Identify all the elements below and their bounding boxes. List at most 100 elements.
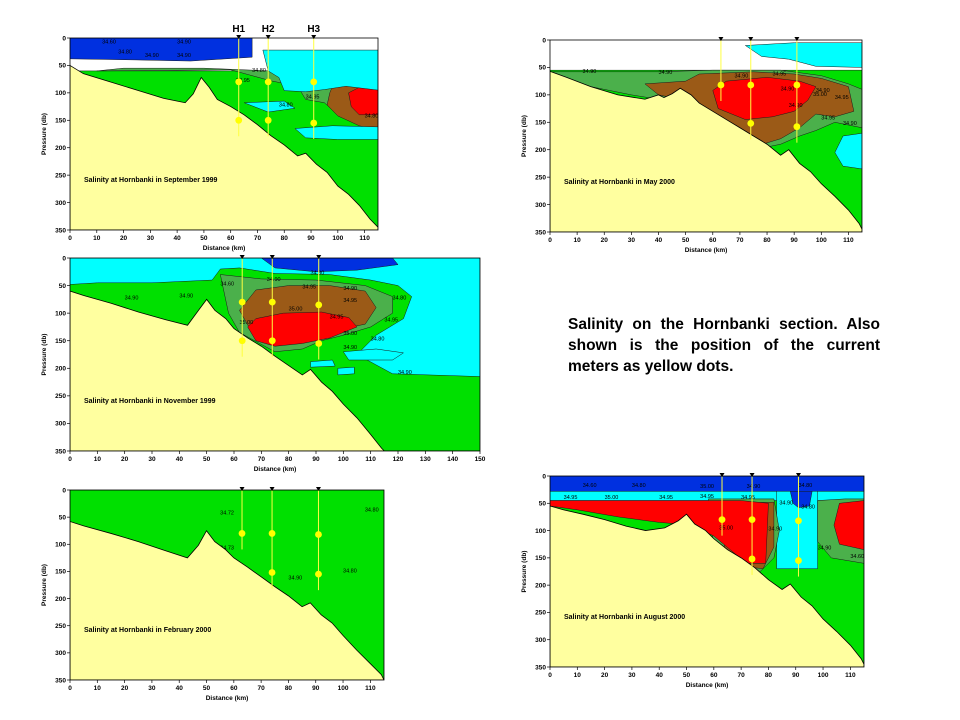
x-tick-label: 60	[227, 235, 235, 242]
x-tick-label: 80	[285, 685, 293, 692]
current-meter-dot	[238, 530, 246, 537]
station-marker	[236, 35, 242, 39]
x-tick-label: 70	[254, 235, 262, 242]
contour-label: 34.90	[781, 86, 795, 92]
x-tick-label: 10	[94, 456, 102, 463]
y-tick-label: 200	[55, 596, 66, 603]
salinity-region	[342, 348, 405, 361]
station-marker	[794, 37, 800, 41]
contour-label: 34.95	[659, 495, 673, 501]
y-tick-label: 150	[55, 118, 66, 125]
current-meter-dot	[235, 78, 243, 86]
contour-label: 34.80	[118, 49, 132, 55]
x-tick-label: 20	[601, 237, 609, 244]
contour-label: 34.95	[343, 298, 357, 304]
current-meter-dot	[264, 116, 272, 124]
contour-label: 34.90	[288, 576, 302, 582]
chart-november-1999: 34.90 34.90 34.80 34.60 34.90 34.95 34.90 34.95…	[30, 248, 490, 474]
x-tick-label: 90	[312, 685, 320, 692]
contour-label: 34.90	[659, 70, 673, 76]
seafloor	[550, 70, 862, 232]
x-tick-label: 80	[765, 672, 773, 679]
current-meter-dot	[718, 516, 726, 524]
y-tick-label: 0	[542, 473, 546, 480]
contour-label: 34.60	[583, 483, 597, 489]
contour-label: 34.90	[583, 69, 597, 75]
x-tick-label: 50	[203, 685, 211, 692]
contour-label: 34.90	[843, 121, 857, 127]
salinity-region	[294, 125, 378, 140]
x-tick-label: 20	[601, 672, 609, 679]
x-tick-label: 140	[447, 456, 458, 463]
chart-may-2000: 34.90 34.90 34.90 34.90 34.90 34.95 34.95 35.00…	[510, 20, 870, 258]
salinity-region	[243, 100, 296, 113]
current-meter-dot	[238, 298, 246, 306]
contour-label: 34.95	[306, 94, 320, 100]
x-tick-label: 0	[68, 235, 72, 242]
current-meter-dot	[268, 298, 276, 306]
contour-label: 34.95	[236, 78, 250, 84]
y-tick-label: 300	[55, 200, 66, 207]
contour-label: 34.80	[393, 295, 407, 301]
contour-label: 34.90	[818, 546, 832, 552]
y-axis-label: Pressure (db)	[521, 551, 528, 593]
x-tick-label: 90	[791, 237, 799, 244]
contour-label: 35.00	[605, 495, 619, 501]
x-tick-label: 110	[845, 672, 856, 679]
current-meter-dot	[310, 78, 318, 86]
chart-title: Salinity at Hornbanki in August 2000	[564, 614, 685, 621]
x-tick-label: 70	[736, 237, 744, 244]
x-tick-label: 0	[548, 672, 552, 679]
salinity-region	[337, 366, 355, 376]
seafloor	[70, 521, 384, 680]
contour-label: 34.90	[267, 277, 281, 283]
seafloor	[70, 64, 378, 230]
y-tick-label: 250	[535, 174, 546, 181]
contour-label: 34.95	[821, 116, 835, 122]
contour-label: 34.90	[125, 295, 139, 301]
contour-label: 35.00	[813, 92, 827, 98]
contour-label: 34.80	[801, 505, 815, 511]
contour-label: 34.95	[835, 95, 849, 101]
station-marker	[269, 487, 275, 491]
station-marker	[239, 255, 245, 259]
contour-label: 34.80	[365, 508, 379, 514]
plot-frame	[69, 257, 481, 452]
plot-frame	[69, 489, 385, 681]
contour-label: 34.90	[179, 294, 193, 300]
chart-title: Salinity at Hornbanki in February 2000	[84, 627, 211, 634]
contour-label: 34.95	[772, 72, 786, 78]
salinity-region	[834, 133, 862, 170]
y-tick-label: 150	[535, 120, 546, 127]
current-meter-dot	[268, 530, 276, 537]
y-tick-label: 50	[59, 283, 67, 290]
contour-label: 35.00	[719, 525, 733, 531]
x-tick-label: 150	[475, 456, 486, 463]
y-tick-label: 0	[62, 35, 66, 42]
salinity-region	[247, 311, 358, 347]
current-meter-dot	[795, 557, 802, 564]
y-axis-label: Pressure (db)	[41, 564, 48, 606]
station-marker	[719, 473, 725, 477]
x-tick-label: 0	[68, 685, 72, 692]
y-axis-label: Pressure (db)	[521, 115, 528, 157]
contour-label: 34.90	[789, 103, 803, 109]
x-tick-label: 30	[147, 235, 155, 242]
x-tick-label: 30	[628, 672, 636, 679]
contour-label: 34.95	[330, 315, 344, 321]
mooring-label: H2	[262, 24, 275, 35]
x-tick-label: 10	[93, 235, 101, 242]
contour-label: 34.80	[343, 569, 357, 575]
contour-label: 34.80	[252, 68, 266, 74]
current-meter-dot	[717, 81, 725, 89]
x-axis-label: Distance (km)	[254, 466, 297, 473]
current-meter-dot	[793, 123, 801, 131]
current-meter-dot	[268, 337, 276, 345]
y-tick-label: 150	[535, 555, 546, 562]
x-tick-label: 30	[148, 456, 156, 463]
y-tick-label: 350	[55, 227, 66, 234]
x-tick-label: 50	[682, 237, 690, 244]
x-tick-label: 60	[230, 456, 238, 463]
station-marker	[795, 473, 801, 477]
y-tick-label: 200	[535, 582, 546, 589]
